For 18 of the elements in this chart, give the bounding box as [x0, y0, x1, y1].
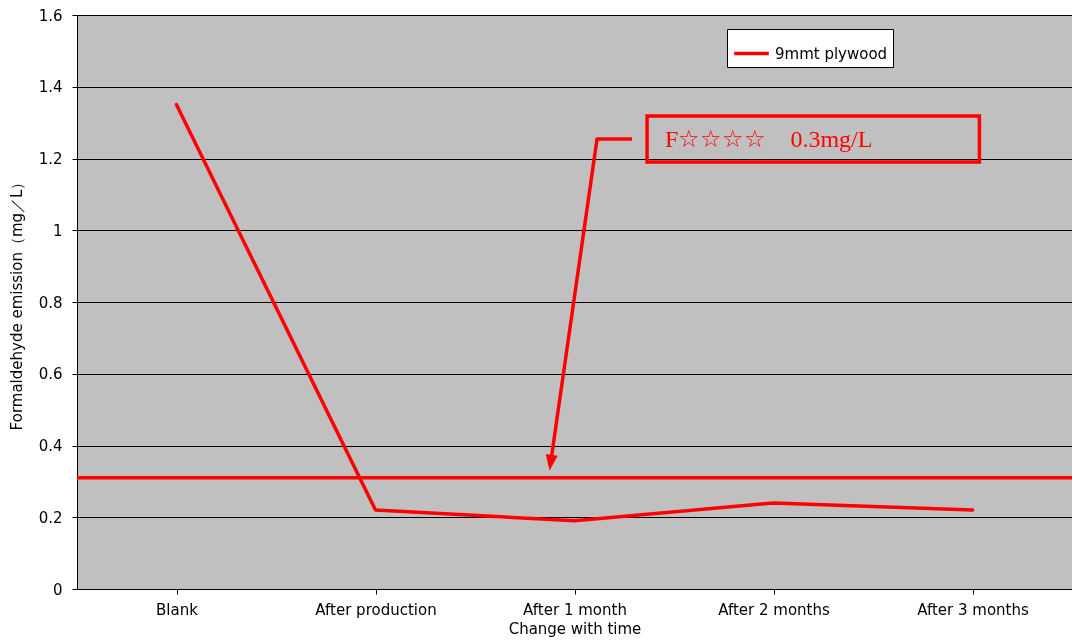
y-tick-label: 0 — [52, 580, 63, 599]
y-tick-label: 0.6 — [38, 365, 63, 384]
x-axis-title: Change with time — [508, 619, 642, 638]
y-tick-label: 0.2 — [38, 508, 63, 527]
x-tick-label: After 3 months — [917, 600, 1029, 619]
y-axis-title: Formaldehyde emission（mg／L） — [7, 174, 26, 431]
y-tick-label: 0.8 — [38, 293, 63, 312]
y-tick-label: 1.4 — [38, 78, 63, 97]
y-tick-label: 1.6 — [38, 6, 63, 25]
y-tick-label: 0.4 — [38, 437, 63, 455]
x-tick-label: After 1 month — [523, 600, 627, 619]
legend-label: 9mmt plywood — [775, 44, 888, 63]
x-tick-label: After 2 months — [718, 600, 830, 619]
y-tick-label: 1.2 — [38, 150, 63, 168]
x-tick-label: After production — [315, 600, 437, 619]
y-tick-label: 1 — [52, 221, 63, 240]
ref-line-label: F☆☆☆☆ 0.3mg/L — [665, 126, 873, 152]
x-tick-label: Blank — [156, 600, 199, 619]
